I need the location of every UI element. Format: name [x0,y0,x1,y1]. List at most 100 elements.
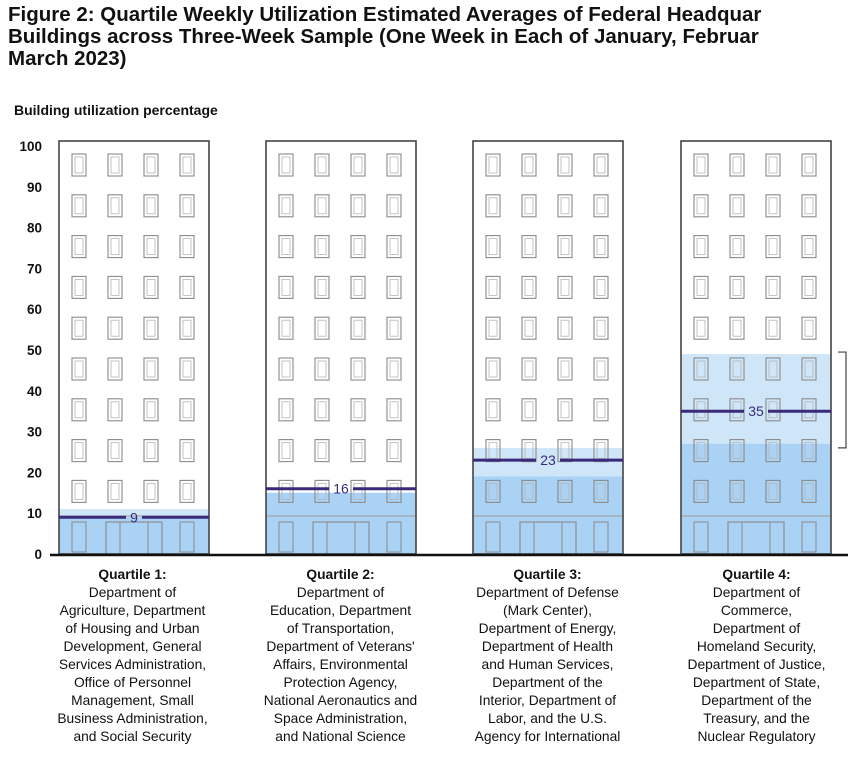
window [386,398,402,422]
window-pane [146,482,156,500]
window-pane [524,442,534,460]
window [350,479,366,503]
window-pane [182,238,192,256]
window [107,479,123,503]
window-pane [110,319,120,337]
description-line: Office of Personnel [73,675,192,690]
window-pane [524,156,534,174]
window-pane [560,360,570,378]
window [593,153,609,177]
window-pane [74,319,84,337]
window [179,275,195,299]
y-tick-label: 0 [34,547,42,562]
window [693,479,709,503]
window-pane [488,278,498,296]
window [350,316,366,340]
window [143,479,159,503]
window-pane [146,197,156,215]
window-pane [732,278,742,296]
window-pane [74,401,84,419]
window [765,479,781,503]
window [314,479,330,503]
y-tick-label: 60 [27,302,42,317]
window [107,153,123,177]
description-line: Services Administration, [58,657,207,672]
description-line: Treasury, and the [703,711,810,726]
window-pane [560,197,570,215]
window [278,194,294,218]
description-line: Protection Agency, [283,675,398,690]
window [107,235,123,259]
window-pane [488,482,498,500]
window [107,275,123,299]
window [485,153,501,177]
window-pane [74,482,84,500]
window-pane [146,319,156,337]
window [521,275,537,299]
window-pane [74,197,84,215]
window-pane [804,278,814,296]
window-pane [353,156,363,174]
ground-window [693,521,709,553]
description-line: Agency for International [474,729,621,744]
window-pane [74,360,84,378]
window [314,439,330,463]
window-pane [353,482,363,500]
window [278,357,294,381]
window-pane [110,278,120,296]
window [765,275,781,299]
quartile-labels: Quartile 1: Department of Agriculture, D… [0,566,848,764]
building-3: 23 [472,140,624,555]
window [729,479,745,503]
window-pane [768,156,778,174]
window-pane [182,482,192,500]
window [386,235,402,259]
window [485,275,501,299]
window [386,194,402,218]
window [350,194,366,218]
window-pane [353,319,363,337]
window [485,316,501,340]
window [71,357,87,381]
window-pane [389,360,399,378]
quartile-4-label: Quartile 4: Department of Commerce, Depa… [654,566,848,746]
window-pane [110,482,120,500]
window-pane [353,442,363,460]
window-pane [389,401,399,419]
window-pane [389,197,399,215]
y-tick-label: 30 [27,425,42,440]
window [693,316,709,340]
window-pane [596,238,606,256]
description-line: Department of State, [692,675,821,690]
window [521,316,537,340]
quartile-2-label: Quartile 2: Department of Education, Dep… [238,566,443,746]
window-pane [524,482,534,500]
window [179,235,195,259]
window-pane [146,238,156,256]
window [521,194,537,218]
window [729,439,745,463]
window [71,235,87,259]
window-pane [317,156,327,174]
utilization-low-band [473,476,623,554]
description-line: Labor, and the U.S. [488,711,607,726]
description-line: Education, Department [269,603,412,618]
window [557,275,573,299]
window [386,439,402,463]
window-pane [146,442,156,460]
description-line: Department of Veterans' [266,639,415,654]
window [143,235,159,259]
window-pane [732,197,742,215]
description-line: (Mark Center), [503,603,592,618]
window [350,275,366,299]
description-line: and National Science [275,729,406,744]
window-pane [353,278,363,296]
building-background [59,141,209,554]
window [729,235,745,259]
window-pane [768,360,778,378]
window [485,398,501,422]
description-line: Development, General [63,639,202,654]
description-line: Department of the [492,675,603,690]
window-pane [317,197,327,215]
